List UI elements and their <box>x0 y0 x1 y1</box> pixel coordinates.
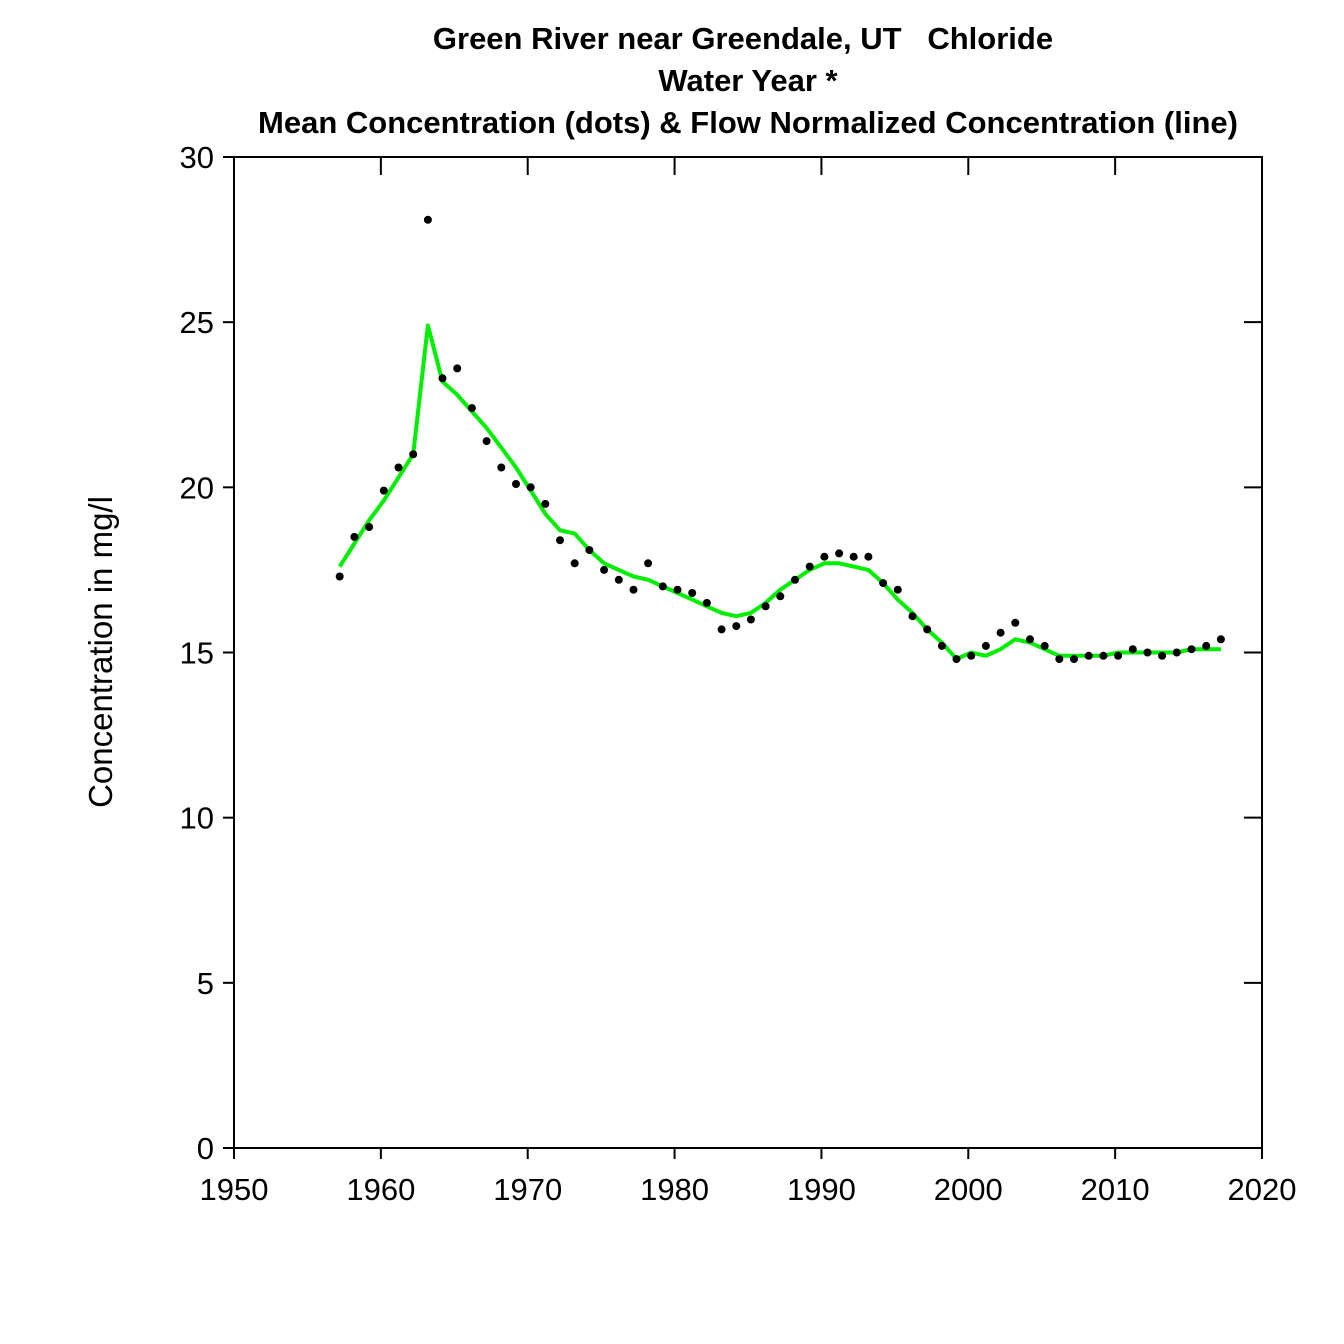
data-point <box>1114 651 1123 660</box>
data-point <box>688 589 697 597</box>
data-point <box>409 450 418 459</box>
data-point <box>1158 651 1167 660</box>
data-point <box>967 651 976 660</box>
y-tick-label: 25 <box>180 305 214 340</box>
data-point <box>350 532 359 541</box>
data-point <box>1128 645 1137 654</box>
y-tick-label: 20 <box>180 470 214 505</box>
data-point <box>952 655 961 664</box>
data-point <box>702 598 711 607</box>
data-point <box>1202 641 1211 650</box>
data-point <box>1070 655 1078 664</box>
data-point <box>658 582 667 591</box>
data-point <box>423 215 432 224</box>
data-point <box>923 625 932 634</box>
data-point <box>1216 635 1225 644</box>
x-tick-label: 2000 <box>934 1172 1003 1207</box>
chart-subtitle-2: Mean Concentration (dots) & Flow Normali… <box>258 105 1238 140</box>
data-point <box>996 628 1005 637</box>
x-tick-label: 1980 <box>640 1172 709 1207</box>
data-point <box>791 575 799 584</box>
plot-frame <box>233 156 1263 1149</box>
data-point <box>600 565 609 574</box>
data-point <box>379 486 388 495</box>
data-point <box>1084 651 1093 660</box>
x-tick-label: 1970 <box>493 1172 562 1207</box>
x-tick-label: 1960 <box>346 1172 415 1207</box>
data-point <box>335 572 344 581</box>
data-point <box>776 592 785 601</box>
data-point <box>497 463 506 472</box>
x-tick-label: 2010 <box>1081 1172 1150 1207</box>
data-point <box>394 463 403 472</box>
y-tick-label: 15 <box>180 636 214 671</box>
x-axis: 1950 1960 1970 1980 1990 2000 2010 2020 <box>200 157 1297 1207</box>
data-point <box>438 374 447 383</box>
mean-concentration-series <box>335 215 1225 664</box>
data-point <box>879 579 888 588</box>
y-tick-label: 30 <box>180 140 214 175</box>
data-point <box>585 546 594 555</box>
data-point <box>1187 645 1196 654</box>
data-point <box>512 480 520 488</box>
x-tick-label: 1990 <box>787 1172 856 1207</box>
data-point <box>570 559 579 568</box>
chart-subtitle: Water Year * <box>658 63 838 98</box>
data-point <box>453 364 462 373</box>
data-point <box>673 585 682 594</box>
data-point <box>1040 641 1049 650</box>
data-point <box>1143 648 1152 657</box>
data-point <box>981 641 990 650</box>
data-point <box>835 549 844 558</box>
data-point <box>556 536 564 545</box>
data-point <box>482 437 491 446</box>
data-point <box>629 585 638 594</box>
y-tick-label: 0 <box>197 1131 214 1166</box>
flow-normalized-line <box>338 323 1221 662</box>
data-point <box>1026 635 1034 644</box>
chart-title: Green River near Greendale, UT Chloride <box>433 21 1053 56</box>
data-point <box>526 483 535 492</box>
y-axis-label: Concentration in mg/l <box>82 496 119 808</box>
data-point <box>908 612 917 621</box>
data-point <box>1055 655 1064 664</box>
data-point <box>820 552 829 561</box>
data-point <box>1172 648 1181 657</box>
data-point <box>467 404 476 413</box>
y-tick-label: 10 <box>180 801 214 836</box>
data-point <box>732 622 741 631</box>
data-point <box>614 575 623 584</box>
data-point <box>805 562 814 571</box>
data-point <box>541 499 550 508</box>
flow-normalized-series <box>338 323 1221 662</box>
data-point <box>717 625 726 634</box>
data-point <box>1011 618 1020 627</box>
data-point <box>937 641 946 650</box>
data-point <box>864 552 873 561</box>
data-point <box>644 559 653 568</box>
y-axis: 0 5 10 15 20 25 30 <box>180 140 1262 1166</box>
x-tick-label: 1950 <box>200 1172 269 1207</box>
data-point <box>365 523 374 531</box>
data-point <box>1099 651 1108 660</box>
data-point <box>761 602 770 611</box>
data-point <box>746 615 755 624</box>
x-tick-label: 2020 <box>1228 1172 1297 1207</box>
data-point <box>849 552 858 561</box>
data-point <box>893 585 902 594</box>
y-tick-label: 5 <box>197 966 214 1001</box>
